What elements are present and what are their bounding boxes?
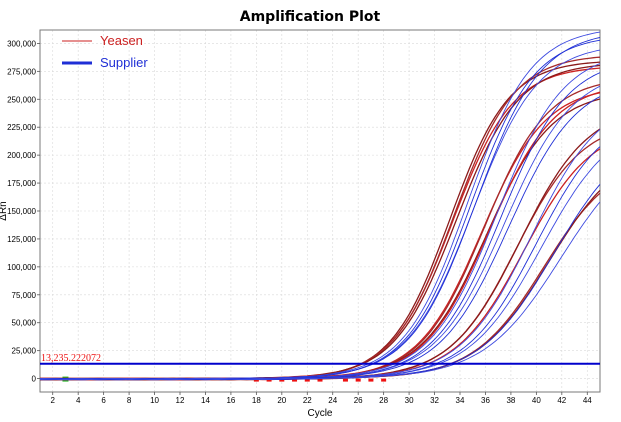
curve-supplier bbox=[39, 201, 601, 381]
y-tick-label: 150,000 bbox=[7, 207, 36, 216]
y-tick-label: 250,000 bbox=[7, 95, 36, 104]
y-tick-label: 200,000 bbox=[7, 151, 36, 160]
x-axis-ticks: 2 4 6 8 10 12 14 16 18 20 22 24 26 28 30 32 34 36 38 40 42 44 bbox=[51, 392, 592, 405]
y-tick-label: 50,000 bbox=[12, 319, 37, 328]
y-tick-label: 225,000 bbox=[7, 123, 36, 132]
x-tick-label: 38 bbox=[506, 396, 515, 405]
y-tick-label: 175,000 bbox=[7, 179, 36, 188]
grid bbox=[40, 30, 600, 392]
y-tick-label: 25,000 bbox=[12, 347, 37, 356]
legend-label-supplier: Supplier bbox=[100, 55, 148, 70]
x-tick-label: 36 bbox=[481, 396, 490, 405]
y-tick-label: 275,000 bbox=[7, 67, 36, 76]
baseline-end-marker[interactable] bbox=[355, 378, 361, 382]
x-tick-label: 34 bbox=[456, 396, 465, 405]
baseline-end-marker[interactable] bbox=[342, 378, 348, 382]
x-tick-label: 26 bbox=[354, 396, 363, 405]
baseline-end-marker[interactable] bbox=[317, 378, 323, 382]
y-tick-label: 300,000 bbox=[7, 39, 36, 48]
x-tick-label: 8 bbox=[127, 396, 132, 405]
x-tick-label: 24 bbox=[328, 396, 337, 405]
x-tick-label: 10 bbox=[150, 396, 159, 405]
x-tick-label: 28 bbox=[379, 396, 388, 405]
legend: Yeasen Supplier bbox=[62, 33, 148, 70]
y-tick-label: 125,000 bbox=[7, 235, 36, 244]
y-axis-ticks: 0 25,000 50,000 75,000 100,000 125,000 150,000… bbox=[7, 39, 40, 384]
baseline-end-marker[interactable] bbox=[279, 378, 285, 382]
x-tick-label: 30 bbox=[405, 396, 414, 405]
threshold-label: 13,235.222072 bbox=[41, 353, 101, 364]
baseline-end-marker[interactable] bbox=[292, 378, 298, 382]
x-axis-label: Cycle bbox=[307, 408, 332, 419]
x-tick-label: 12 bbox=[176, 396, 185, 405]
y-tick-label: 75,000 bbox=[12, 291, 37, 300]
x-tick-label: 22 bbox=[303, 396, 312, 405]
x-tick-label: 42 bbox=[557, 396, 566, 405]
baseline-end-marker[interactable] bbox=[304, 378, 310, 382]
x-tick-label: 18 bbox=[252, 396, 261, 405]
y-tick-label: 100,000 bbox=[7, 263, 36, 272]
y-axis-label: ΔRn bbox=[0, 201, 9, 220]
amplification-curves bbox=[39, 31, 601, 381]
x-tick-label: 44 bbox=[583, 396, 592, 405]
x-tick-label: 2 bbox=[51, 396, 56, 405]
chart-title: Amplification Plot bbox=[240, 9, 381, 25]
y-tick-label: 0 bbox=[32, 375, 37, 384]
baseline-end-marker[interactable] bbox=[368, 378, 374, 382]
x-tick-label: 16 bbox=[226, 396, 235, 405]
baseline-end-marker[interactable] bbox=[381, 378, 387, 382]
x-tick-label: 4 bbox=[76, 396, 81, 405]
x-tick-label: 40 bbox=[532, 396, 541, 405]
x-tick-label: 14 bbox=[201, 396, 210, 405]
x-tick-label: 20 bbox=[277, 396, 286, 405]
x-tick-label: 6 bbox=[101, 396, 106, 405]
x-tick-label: 32 bbox=[430, 396, 439, 405]
legend-label-yeasen: Yeasen bbox=[100, 33, 143, 48]
